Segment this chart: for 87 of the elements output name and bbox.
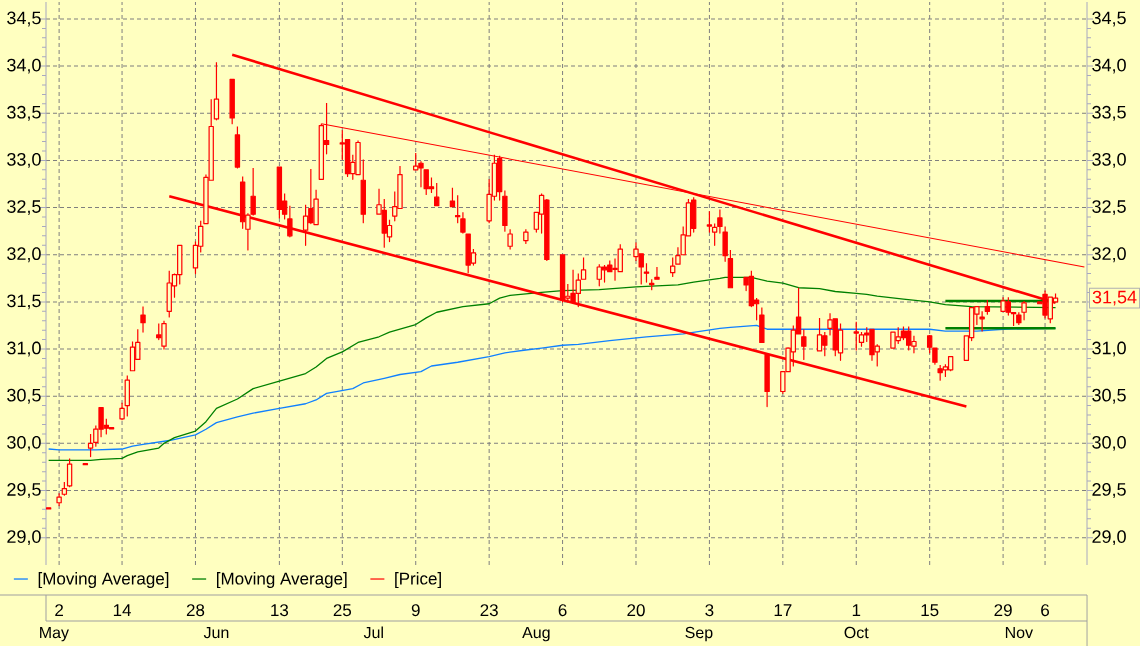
x-tick-label: 29 [994, 604, 1012, 617]
text: 31,54 [1092, 290, 1137, 306]
candlestick [984, 299, 991, 315]
candlestick [801, 328, 807, 361]
candlestick [56, 492, 62, 507]
candlestick [229, 78, 235, 125]
candlestick [858, 331, 865, 347]
candlestick [276, 166, 283, 219]
legend-label: [Moving Average] [217, 572, 347, 588]
x-tick-label: 15 [921, 604, 939, 617]
x-tick-label: 14 [113, 604, 131, 616]
candlestick [140, 306, 146, 333]
x-tick-label: 23 [480, 604, 498, 617]
candlestick [502, 190, 508, 232]
y2-tick-label: 29,5 [1092, 483, 1126, 498]
x2-tick-label: Oct [844, 626, 869, 639]
y-tick-label: 29,0 [7, 530, 41, 546]
x-tick-label: 9 [411, 604, 420, 617]
y-tick-label: 32,0 [7, 247, 41, 263]
candlestick [434, 182, 440, 207]
y-tick-label: 34,0 [7, 58, 41, 74]
candlestick [82, 462, 89, 466]
legend-label: [Moving Average] [38, 572, 169, 588]
y2-tick-label: 33,5 [1092, 105, 1126, 121]
candlestick [449, 187, 456, 208]
x-tick-label: 20 [627, 604, 645, 617]
x-tick-label: 13 [271, 604, 289, 617]
candlestick [727, 249, 734, 289]
candlestick [124, 374, 130, 417]
y2-tick-label: 32,5 [1092, 200, 1126, 216]
candlestick [523, 228, 529, 245]
candlestick [119, 402, 125, 421]
candlestick [654, 266, 660, 280]
candlestick [507, 228, 513, 250]
candlestick [66, 457, 73, 488]
x2-tick-label: Sep [685, 626, 713, 642]
line-series [47, 276, 1057, 461]
y-tick-label: 29,5 [7, 483, 41, 498]
candlestick [711, 223, 718, 246]
x-tick-label: 6 [1041, 604, 1050, 617]
y2-tick-label: 34,0 [1092, 58, 1126, 74]
x2-tick-label: Jul [363, 626, 383, 639]
x-tick-label: 28 [186, 604, 205, 617]
y2-tick-label: 32,0 [1092, 247, 1126, 263]
x2-tick-label: May [40, 626, 69, 642]
x2-tick-label: Jun [203, 626, 229, 639]
y2-tick-label: 34,5 [1092, 11, 1126, 27]
candlestick [234, 125, 241, 169]
candlestick [690, 196, 697, 233]
y2-tick-label: 30,0 [1092, 435, 1126, 451]
candlestick [496, 155, 503, 201]
y2-tick-label: 31,0 [1092, 341, 1126, 357]
candlestick [706, 210, 713, 233]
y-tick-label: 31,0 [7, 341, 41, 357]
x-tick-label: 2 [55, 604, 63, 616]
x-tick-label: 17 [774, 604, 792, 616]
y-tick-label: 30,0 [7, 435, 41, 451]
legend-label: [Price] [395, 572, 441, 588]
candlestick [454, 194, 461, 224]
y2-tick-label: 30,5 [1092, 388, 1126, 404]
x-tick-label: 6 [558, 604, 567, 617]
candlestick [213, 61, 220, 121]
y-tick-label: 33,0 [7, 152, 41, 168]
candlestick [853, 321, 859, 351]
x-tick-label: 25 [333, 604, 352, 617]
x-tick-label: 1 [852, 604, 861, 616]
x2-tick-label: Nov [1005, 626, 1033, 639]
y-tick-label: 31,5 [7, 294, 41, 310]
y-tick-label: 33,5 [7, 105, 41, 121]
candlestick [287, 205, 293, 238]
candlestick [360, 158, 366, 224]
x-tick-label: 3 [705, 604, 714, 617]
y2-tick-label: 33,0 [1092, 152, 1126, 168]
candlestick [61, 481, 68, 496]
candlestick [559, 254, 566, 303]
candlestick [580, 256, 587, 280]
candlestick [643, 262, 650, 283]
candlestick [649, 278, 655, 291]
candlestick [87, 433, 94, 458]
candlestick [759, 306, 765, 344]
candlestick [837, 322, 844, 361]
y2-tick-label: 29,0 [1092, 530, 1126, 546]
y-tick-label: 34,5 [7, 11, 41, 27]
y-tick-label: 32,5 [7, 200, 41, 216]
candlestick [670, 256, 676, 278]
y-tick-label: 30,5 [7, 388, 41, 404]
x2-tick-label: Aug [522, 626, 550, 642]
